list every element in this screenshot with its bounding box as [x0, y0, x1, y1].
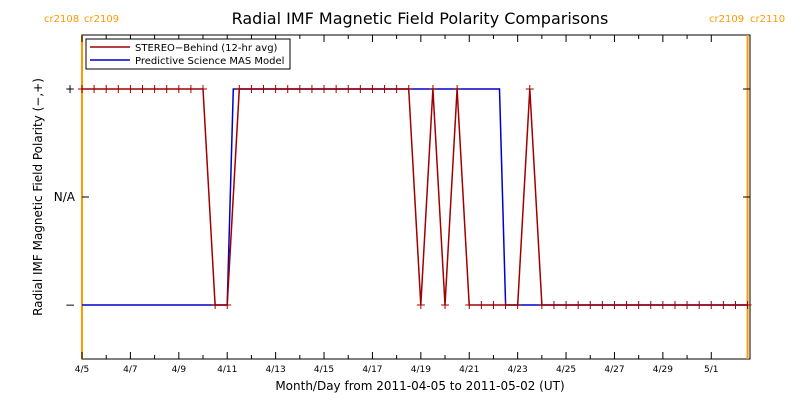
x-tick-label-8: 4/21 — [459, 365, 479, 375]
data-point-stereo-23 — [356, 85, 365, 93]
data-point-stereo-33 — [477, 301, 486, 309]
data-point-stereo-52 — [707, 301, 716, 309]
series-layer — [78, 85, 752, 309]
x-tick-label-1: 4/7 — [123, 365, 137, 375]
data-point-stereo-19 — [307, 85, 316, 93]
data-point-stereo-50 — [683, 301, 692, 309]
data-point-stereo-7 — [162, 85, 171, 93]
y-tick-label-2: − — [65, 298, 75, 312]
data-point-stereo-38 — [537, 301, 546, 309]
data-point-stereo-55 — [743, 301, 752, 309]
cr-label-right-b: cr2110 — [750, 14, 785, 25]
data-point-stereo-28 — [416, 301, 425, 309]
data-point-stereo-49 — [670, 301, 679, 309]
data-point-stereo-48 — [658, 301, 667, 309]
legend: STEREO−Behind (12-hr avg) Predictive Sci… — [85, 38, 291, 70]
y-axis-ticks: + N/A − — [54, 82, 750, 312]
data-point-stereo-22 — [344, 85, 353, 93]
data-point-stereo-45 — [622, 301, 631, 309]
data-point-stereo-6 — [150, 85, 159, 93]
data-point-stereo-1 — [90, 85, 99, 93]
data-point-stereo-41 — [574, 301, 583, 309]
plot-frame — [81, 34, 751, 360]
data-point-stereo-21 — [332, 85, 341, 93]
data-point-stereo-4 — [126, 85, 135, 93]
data-point-stereo-40 — [562, 301, 571, 309]
x-tick-label-13: 5/1 — [704, 365, 718, 375]
legend-label-mas: Predictive Science MAS Model — [135, 56, 284, 67]
data-point-stereo-3 — [114, 85, 123, 93]
cr-label-left-b: cr2109 — [84, 14, 119, 25]
data-point-stereo-47 — [646, 301, 655, 309]
data-point-stereo-53 — [719, 301, 728, 309]
data-point-stereo-20 — [320, 85, 329, 93]
data-point-stereo-39 — [549, 301, 558, 309]
x-tick-label-4: 4/13 — [266, 365, 286, 375]
data-point-stereo-15 — [259, 85, 268, 93]
x-axis-label: Month/Day from 2011-04-05 to 2011-05-02 … — [275, 379, 564, 393]
x-tick-label-11: 4/27 — [604, 365, 624, 375]
data-point-stereo-26 — [392, 85, 401, 93]
data-point-stereo-9 — [186, 85, 195, 93]
data-point-stereo-18 — [295, 85, 304, 93]
data-point-stereo-43 — [598, 301, 607, 309]
data-point-stereo-16 — [271, 85, 280, 93]
data-point-stereo-11 — [211, 301, 220, 309]
data-point-stereo-32 — [465, 301, 474, 309]
x-tick-label-7: 4/19 — [411, 365, 431, 375]
x-tick-label-5: 4/15 — [314, 365, 334, 375]
data-point-stereo-12 — [223, 301, 232, 309]
data-point-stereo-13 — [235, 85, 244, 93]
y-axis-label: Radial IMF Magnetic Field Polarity (−,+) — [31, 78, 45, 316]
data-point-stereo-46 — [634, 301, 643, 309]
y-tick-label-0: + — [65, 82, 75, 96]
data-point-stereo-14 — [247, 85, 256, 93]
data-point-stereo-27 — [404, 85, 413, 93]
data-point-stereo-0 — [78, 85, 86, 93]
x-tick-label-12: 4/29 — [653, 365, 673, 375]
legend-box — [85, 38, 291, 70]
data-point-stereo-34 — [489, 301, 498, 309]
data-point-stereo-25 — [380, 85, 389, 93]
series-line-stereo — [82, 88, 748, 306]
x-tick-label-0: 4/5 — [75, 365, 89, 375]
data-point-stereo-24 — [368, 85, 377, 93]
data-point-stereo-17 — [283, 85, 292, 93]
data-point-stereo-29 — [428, 85, 437, 93]
x-tick-label-6: 4/17 — [362, 365, 382, 375]
chart-title: Radial IMF Magnetic Field Polarity Compa… — [232, 9, 609, 28]
x-tick-label-9: 4/23 — [508, 365, 528, 375]
cr-label-left-a: cr2108 — [44, 14, 79, 25]
data-point-stereo-51 — [695, 301, 704, 309]
data-point-stereo-5 — [138, 85, 147, 93]
data-point-stereo-35 — [501, 301, 510, 309]
data-point-stereo-10 — [199, 85, 208, 93]
data-point-stereo-31 — [453, 85, 462, 93]
data-point-stereo-37 — [525, 85, 534, 93]
data-point-stereo-2 — [102, 85, 111, 93]
data-point-stereo-8 — [174, 85, 183, 93]
legend-label-stereo: STEREO−Behind (12-hr avg) — [135, 43, 278, 54]
cr-label-right-a: cr2109 — [709, 14, 744, 25]
x-tick-label-10: 4/25 — [556, 365, 576, 375]
data-point-stereo-44 — [610, 301, 619, 309]
x-tick-label-3: 4/11 — [217, 365, 237, 375]
data-point-stereo-54 — [731, 301, 740, 309]
data-point-stereo-30 — [441, 301, 450, 309]
y-tick-label-1: N/A — [54, 190, 76, 204]
data-point-stereo-42 — [586, 301, 595, 309]
x-tick-label-2: 4/9 — [172, 365, 187, 375]
data-point-stereo-36 — [513, 301, 522, 309]
